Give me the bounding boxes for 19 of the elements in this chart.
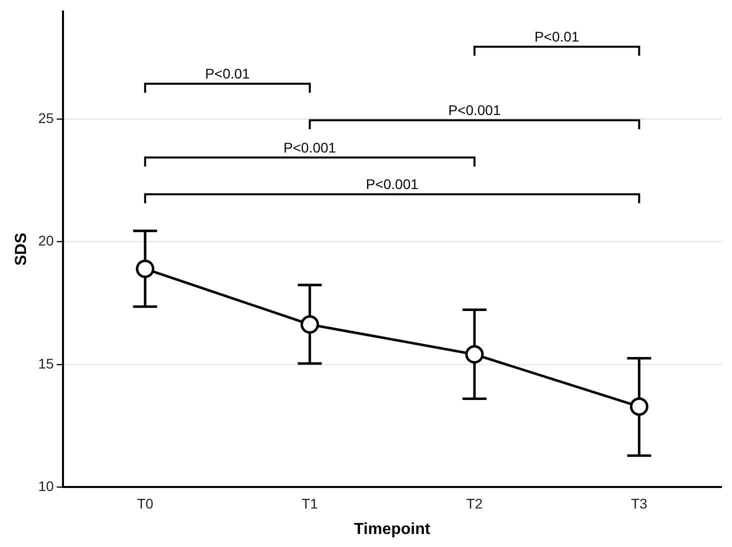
y-tick-label: 15: [38, 355, 54, 372]
point: [630, 397, 648, 416]
y-tick-label: 25: [38, 110, 54, 126]
annotation: P<0.01: [534, 28, 580, 45]
annotation: P<0.001: [366, 176, 419, 192]
point: [465, 345, 484, 364]
x-axis-title: Timepoint: [354, 520, 431, 538]
annotation: P<0.01: [205, 66, 250, 82]
y-tick-label: 10: [38, 478, 54, 494]
x-tick-label: T0: [136, 495, 154, 512]
annotation: P<0.001: [284, 139, 336, 156]
x-tick-label: T3: [630, 495, 648, 512]
y-tick-label: 20: [38, 232, 54, 249]
annotation: P<0.001: [448, 102, 501, 118]
x-tick-label: T1: [302, 495, 318, 512]
y-axis-title: SDS: [13, 232, 30, 266]
x-tick-label: T2: [466, 495, 483, 512]
point: [136, 260, 154, 278]
point: [300, 315, 320, 334]
